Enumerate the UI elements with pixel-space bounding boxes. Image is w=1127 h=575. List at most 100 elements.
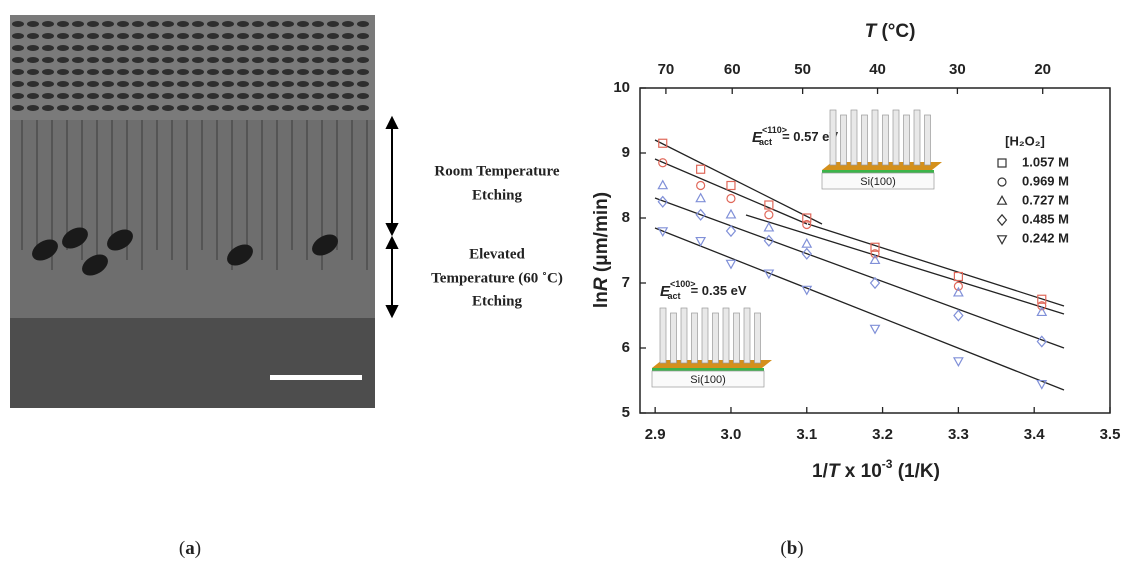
x-axis-label: 1/T x 10-3 (1/K) xyxy=(812,457,940,482)
pore xyxy=(192,93,204,99)
legend-label: 0.727 M xyxy=(1022,192,1069,207)
pore xyxy=(237,93,249,99)
pore xyxy=(42,57,54,63)
data-point xyxy=(696,164,706,174)
annotation-part: = 0.57 eV xyxy=(782,129,838,144)
pore xyxy=(72,81,84,87)
data-point xyxy=(1036,306,1048,317)
pore xyxy=(222,81,234,87)
etch-pit xyxy=(32,239,58,261)
annotation: E<110> act = 0.57 eV xyxy=(752,125,838,147)
data-point xyxy=(952,286,964,297)
pore xyxy=(102,33,114,39)
pore xyxy=(222,45,234,51)
inset-pillar xyxy=(743,307,751,364)
legend-label: 0.242 M xyxy=(1022,230,1069,245)
data-point xyxy=(953,281,963,291)
pore xyxy=(222,93,234,99)
pore xyxy=(267,105,279,111)
inset-label: Si(100) xyxy=(860,176,895,188)
caption-part: ( xyxy=(780,538,786,559)
annotation-part: <110> xyxy=(762,125,787,135)
legend-label: 1.057 M xyxy=(1022,154,1069,169)
pore xyxy=(267,93,279,99)
data-point xyxy=(802,219,812,230)
pore xyxy=(237,21,249,27)
pore xyxy=(357,81,369,87)
arrow-head xyxy=(385,305,399,319)
pore xyxy=(72,93,84,99)
pore xyxy=(297,45,309,51)
inset-pillar xyxy=(829,109,837,166)
pore xyxy=(267,33,279,39)
pore xyxy=(162,93,174,99)
label-part: x 10 xyxy=(840,461,882,482)
pore xyxy=(177,81,189,87)
pore xyxy=(27,105,39,111)
pore xyxy=(282,57,294,63)
pore xyxy=(42,21,54,27)
marker xyxy=(996,213,1008,227)
pore xyxy=(207,21,219,27)
data-point xyxy=(695,192,707,203)
pore xyxy=(57,57,69,63)
data-point xyxy=(801,285,813,296)
pore xyxy=(282,93,294,99)
pore xyxy=(252,93,264,99)
data-point xyxy=(801,247,812,260)
pore xyxy=(282,21,294,27)
data-point xyxy=(725,259,737,270)
pore xyxy=(327,21,339,27)
pore xyxy=(237,81,249,87)
pore xyxy=(342,69,354,75)
pore xyxy=(147,33,159,39)
data-point xyxy=(726,193,736,204)
caption-part: ( xyxy=(179,538,185,559)
pore xyxy=(207,81,219,87)
inset-pillar xyxy=(701,307,709,364)
inset-pillar xyxy=(850,109,858,166)
x2-tick-label: 50 xyxy=(794,61,811,78)
pore xyxy=(12,45,24,51)
pore xyxy=(237,33,249,39)
pore xyxy=(297,93,309,99)
pore xyxy=(192,57,204,63)
pore xyxy=(27,45,39,51)
x-tick-label: 3.1 xyxy=(796,426,817,443)
pore xyxy=(192,81,204,87)
x-tick-label: 2.9 xyxy=(645,426,666,443)
inset-pillar xyxy=(712,312,719,364)
pore xyxy=(102,45,114,51)
x-tick-label: 3.3 xyxy=(948,426,969,443)
pore xyxy=(312,45,324,51)
pore xyxy=(12,33,24,39)
pore xyxy=(147,69,159,75)
pore xyxy=(312,69,324,75)
marker xyxy=(997,177,1007,187)
y-tick-label: 8 xyxy=(622,209,630,226)
pore xyxy=(72,69,84,75)
pore xyxy=(177,33,189,39)
x2-axis-label: T (°C) xyxy=(865,21,916,42)
pore xyxy=(327,69,339,75)
annotation-part: act xyxy=(759,137,772,147)
inset-pillar xyxy=(722,307,730,364)
fit-line xyxy=(807,223,1065,307)
inset-pillar xyxy=(861,114,868,166)
label-part: ln xyxy=(591,291,612,308)
data-point xyxy=(696,180,706,191)
pore xyxy=(342,57,354,63)
pore xyxy=(87,21,99,27)
etch-pit xyxy=(62,227,88,249)
pore xyxy=(12,69,24,75)
pore xyxy=(102,69,114,75)
x2-tick-label: 20 xyxy=(1034,61,1051,78)
pore xyxy=(72,21,84,27)
data-point xyxy=(657,227,669,238)
etch-pit xyxy=(82,254,108,276)
pore xyxy=(27,93,39,99)
pore xyxy=(327,105,339,111)
pore xyxy=(72,105,84,111)
annotation: E<100> act = 0.35 eV xyxy=(660,279,747,301)
